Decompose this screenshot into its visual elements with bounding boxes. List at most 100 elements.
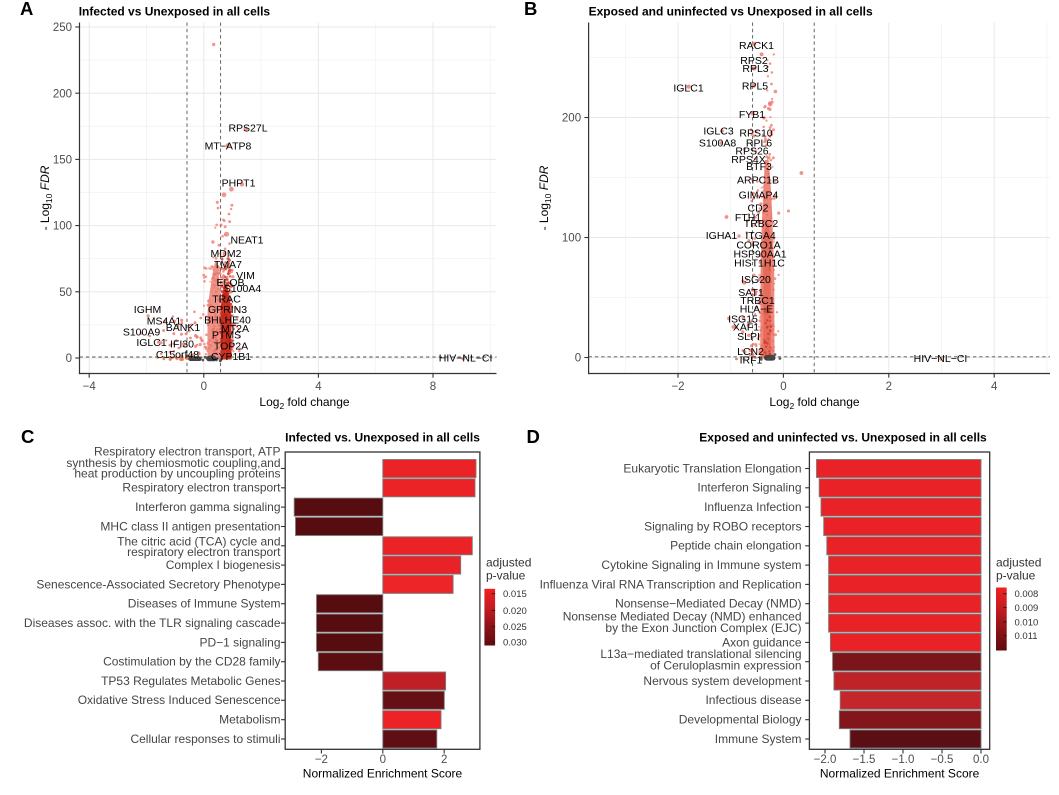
svg-text:Senescence-Associated Secretor: Senescence-Associated Secretory Phenotyp… xyxy=(36,577,280,591)
svg-text:ISG15: ISG15 xyxy=(728,314,758,326)
svg-text:0.030: 0.030 xyxy=(503,637,527,648)
svg-text:Costimulation by the CD28 fami: Costimulation by the CD28 family xyxy=(103,655,280,669)
svg-text:−4: −4 xyxy=(83,381,97,393)
svg-text:Interferon Signaling: Interferon Signaling xyxy=(697,481,801,495)
svg-text:RPS26: RPS26 xyxy=(735,146,768,158)
svg-text:HIST1H1C: HIST1H1C xyxy=(734,258,785,270)
svg-text:IGHA1: IGHA1 xyxy=(706,230,738,242)
svg-text:PTMS: PTMS xyxy=(212,330,241,342)
svg-text:200: 200 xyxy=(562,113,581,125)
svg-text:Nervous system development: Nervous system development xyxy=(643,674,802,688)
svg-text:4: 4 xyxy=(315,381,322,393)
svg-text:−2.0: −2.0 xyxy=(814,754,837,766)
svg-text:FYB1: FYB1 xyxy=(739,109,765,121)
svg-text:S100A8: S100A8 xyxy=(699,138,737,150)
svg-text:heat production by uncoupling: heat production by uncoupling proteins xyxy=(74,467,280,481)
svg-text:100: 100 xyxy=(53,221,72,233)
svg-text:NEAT1: NEAT1 xyxy=(230,235,263,247)
svg-text:The citric acid (TCA) cycle an: The citric acid (TCA) cycle and xyxy=(117,535,280,549)
svg-text:GPRIN3: GPRIN3 xyxy=(208,304,247,316)
svg-text:HIV−NL−CI: HIV−NL−CI xyxy=(914,353,968,365)
svg-text:TRAC: TRAC xyxy=(212,294,241,306)
svg-text:TMA7: TMA7 xyxy=(214,259,242,271)
svg-text:Infectious disease: Infectious disease xyxy=(705,693,801,707)
svg-text:FTH1: FTH1 xyxy=(735,212,761,224)
svg-text:LCN2: LCN2 xyxy=(737,346,764,358)
svg-text:200: 200 xyxy=(53,88,72,100)
svg-text:Immune System: Immune System xyxy=(715,732,802,746)
svg-text:2: 2 xyxy=(886,381,892,393)
svg-text:2: 2 xyxy=(441,754,447,766)
svg-text:0: 0 xyxy=(201,381,207,393)
svg-text:RPS10: RPS10 xyxy=(739,128,772,140)
svg-text:C15orf48: C15orf48 xyxy=(156,349,199,361)
svg-text:IGHM: IGHM xyxy=(134,304,161,316)
svg-text:HLA−E: HLA−E xyxy=(740,304,774,316)
svg-text:synthesis by chemiosmotic coup: synthesis by chemiosmotic coupling,and xyxy=(66,456,280,470)
svg-text:S100A4: S100A4 xyxy=(224,283,262,295)
svg-text:RPL6: RPL6 xyxy=(746,138,772,150)
svg-text:0.015: 0.015 xyxy=(503,589,527,600)
svg-text:ITGA4: ITGA4 xyxy=(745,230,776,242)
svg-text:MHC class II antigen presentat: MHC class II antigen presentation xyxy=(100,519,280,533)
svg-text:adjusted: adjusted xyxy=(486,556,531,570)
svg-text:Respiratory electron transport: Respiratory electron transport xyxy=(122,481,281,495)
svg-text:SAT1: SAT1 xyxy=(738,287,764,299)
svg-text:Infected vs. Unexposed in all: Infected vs. Unexposed in all cells xyxy=(285,431,480,445)
svg-text:−2: −2 xyxy=(315,754,328,766)
svg-text:CORO1A: CORO1A xyxy=(736,240,780,252)
svg-text:Log2 fold change: Log2 fold change xyxy=(769,395,859,411)
svg-text:RPL5: RPL5 xyxy=(742,81,768,93)
svg-text:ELOB: ELOB xyxy=(216,277,244,289)
svg-text:p-value: p-value xyxy=(996,569,1036,583)
svg-text:of Ceruloplasmin expression: of Ceruloplasmin expression xyxy=(650,659,801,673)
svg-text:−1.0: −1.0 xyxy=(892,754,915,766)
svg-text:by the Exon Junction Complex (: by the Exon Junction Complex (EJC) xyxy=(605,621,801,635)
svg-text:100: 100 xyxy=(562,233,581,245)
svg-text:BHLHE40: BHLHE40 xyxy=(204,315,251,327)
svg-text:PHPT1: PHPT1 xyxy=(222,178,256,190)
svg-text:0.009: 0.009 xyxy=(1015,603,1039,614)
svg-text:Signaling by ROBO receptors: Signaling by ROBO receptors xyxy=(644,519,801,533)
svg-text:Peptide chain elongation: Peptide chain elongation xyxy=(670,539,801,553)
svg-text:Infected vs Unexposed in all c: Infected vs Unexposed in all cells xyxy=(79,5,271,19)
svg-text:Metabolism: Metabolism xyxy=(219,713,280,727)
svg-text:- Log10 FDR: - Log10 FDR xyxy=(537,165,553,230)
svg-text:IRF1: IRF1 xyxy=(740,355,763,367)
svg-text:VIM: VIM xyxy=(236,270,255,282)
svg-text:TP53 Regulates Metabolic Genes: TP53 Regulates Metabolic Genes xyxy=(101,674,280,688)
svg-text:Diseases of Immune System: Diseases of Immune System xyxy=(128,597,281,611)
svg-text:TRBC2: TRBC2 xyxy=(744,218,779,230)
svg-text:Respiratory electron transport: Respiratory electron transport, ATP xyxy=(94,445,281,459)
svg-text:Developmental Biology: Developmental Biology xyxy=(679,713,802,727)
svg-text:IGLC1: IGLC1 xyxy=(136,337,167,349)
svg-text:S100A9: S100A9 xyxy=(123,327,161,339)
svg-text:BTF3: BTF3 xyxy=(746,161,772,173)
svg-text:Axon guidance: Axon guidance xyxy=(722,635,802,649)
svg-text:MT2A: MT2A xyxy=(221,323,249,335)
svg-text:TRBC1: TRBC1 xyxy=(740,295,775,307)
svg-text:TOP2A: TOP2A xyxy=(214,341,248,353)
svg-text:RACK1: RACK1 xyxy=(739,40,774,52)
svg-text:Influenza Infection: Influenza Infection xyxy=(704,500,801,514)
svg-text:0.010: 0.010 xyxy=(1015,617,1039,628)
svg-text:RPS4X: RPS4X xyxy=(731,154,765,166)
svg-text:MT−ATP8: MT−ATP8 xyxy=(205,141,252,153)
svg-text:Log2 fold change: Log2 fold change xyxy=(259,395,349,411)
svg-text:RPL3: RPL3 xyxy=(742,63,768,75)
svg-text:0.0: 0.0 xyxy=(973,754,989,766)
svg-text:Cellular responses to stimuli: Cellular responses to stimuli xyxy=(130,732,280,746)
svg-text:CYP1B1: CYP1B1 xyxy=(211,351,251,363)
svg-text:PD−1 signaling: PD−1 signaling xyxy=(199,635,280,649)
svg-text:BANK1: BANK1 xyxy=(166,322,201,334)
svg-text:RPS27L: RPS27L xyxy=(228,123,267,135)
svg-text:150: 150 xyxy=(53,155,72,167)
svg-text:MDM2: MDM2 xyxy=(211,248,242,260)
svg-text:ARPC1B: ARPC1B xyxy=(737,175,779,187)
svg-text:HSP90AA1: HSP90AA1 xyxy=(733,249,786,261)
svg-text:Complex I biogenesis: Complex I biogenesis xyxy=(166,558,281,572)
svg-text:p-value: p-value xyxy=(486,569,526,583)
svg-text:0: 0 xyxy=(780,381,786,393)
svg-text:0: 0 xyxy=(380,754,386,766)
svg-text:Nonsense−Mediated Decay (NMD): Nonsense−Mediated Decay (NMD) xyxy=(615,597,801,611)
